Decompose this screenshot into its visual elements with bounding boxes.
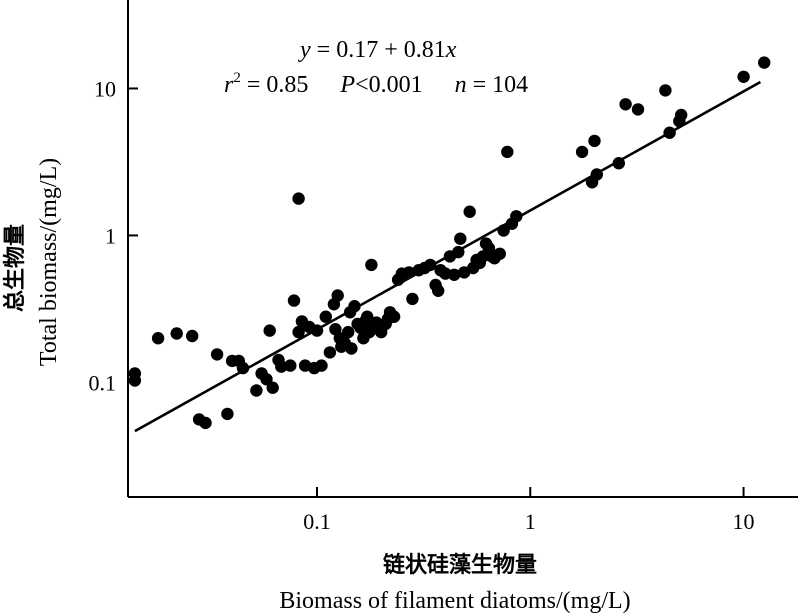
data-point <box>659 84 672 97</box>
data-point <box>263 324 276 337</box>
data-point <box>250 384 263 397</box>
data-point <box>387 310 401 323</box>
data-point <box>448 268 461 281</box>
data-point <box>406 292 419 306</box>
data-point <box>345 342 358 355</box>
data-point <box>575 145 589 159</box>
y-axis-title-cn: 总生物量 <box>2 224 28 312</box>
x-axis-title-cn: 链状硅藻生物量 <box>383 552 537 578</box>
data-point <box>210 348 224 361</box>
data-point <box>199 416 212 430</box>
x-tick-label: 1 <box>525 509 536 534</box>
data-point <box>284 359 297 372</box>
data-point <box>619 98 632 111</box>
data-point <box>631 103 645 116</box>
equation-line: y = 0.17 + 0.81x <box>298 37 457 63</box>
data-point <box>266 381 279 394</box>
stats-line: r2 = 0.85 P<0.001 n = 104 <box>224 70 528 98</box>
data-point <box>323 346 337 359</box>
data-point <box>463 205 476 218</box>
data-point <box>758 56 771 69</box>
data-point <box>287 294 301 307</box>
data-point <box>128 374 142 387</box>
y-tick-label: 1 <box>105 223 116 248</box>
x-tick-label: 10 <box>733 509 755 534</box>
data-point <box>370 316 383 329</box>
data-point <box>588 134 601 148</box>
data-point <box>151 332 165 345</box>
data-point <box>315 359 328 372</box>
ticks-layer: 0.1 1 10 0.1 1 10 <box>89 76 755 534</box>
data-point <box>292 325 305 339</box>
data-point <box>493 247 506 260</box>
data-point <box>361 310 374 323</box>
data-point <box>501 145 514 159</box>
fit-line <box>134 80 762 433</box>
data-point <box>737 70 750 84</box>
data-point <box>432 284 445 297</box>
data-point <box>365 258 378 272</box>
y-axis-title: Total biomass/(mg/L) <box>36 158 62 366</box>
y-tick-label: 10 <box>94 76 116 101</box>
points-layer <box>128 56 771 430</box>
data-point <box>170 327 183 340</box>
data-point <box>331 289 344 302</box>
data-point <box>221 407 234 421</box>
x-tick-label: 0.1 <box>303 509 331 534</box>
data-point <box>454 232 467 245</box>
x-axis-title: Biomass of filament diatoms/(mg/L) <box>279 588 630 614</box>
data-point <box>275 360 288 373</box>
data-point <box>319 310 332 323</box>
data-point <box>186 329 199 343</box>
data-point <box>675 108 688 122</box>
data-point <box>292 192 305 205</box>
data-point <box>342 325 355 339</box>
y-tick-label: 0.1 <box>89 370 117 395</box>
